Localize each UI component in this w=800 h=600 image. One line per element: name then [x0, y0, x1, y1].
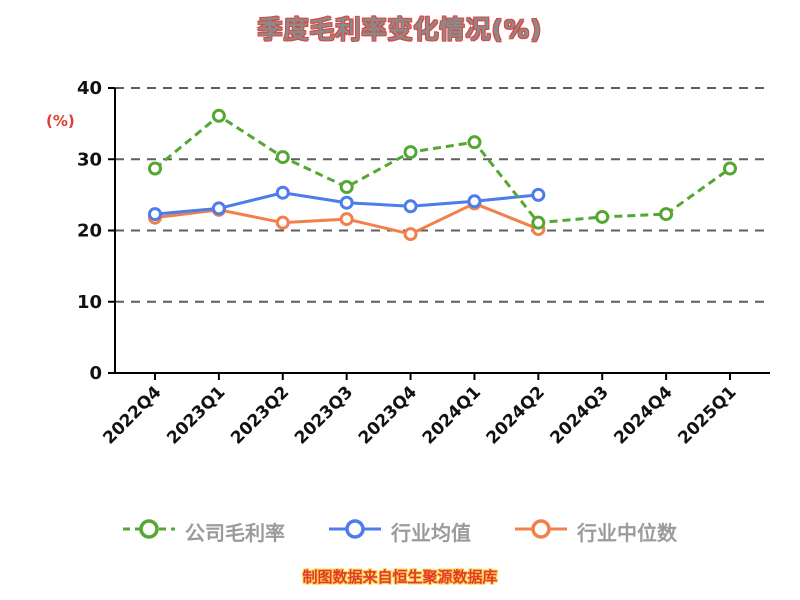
legend-item-industry-average: 行业均值: [329, 516, 471, 546]
svg-text:2025Q1: 2025Q1: [674, 382, 740, 448]
legend-item-industry-median: 行业中位数: [515, 516, 677, 546]
svg-text:2023Q3: 2023Q3: [291, 382, 357, 448]
svg-text:20: 20: [77, 221, 102, 242]
legend-marker-industry-median: [515, 516, 567, 546]
legend: 公司毛利率 行业均值 行业中位数: [0, 516, 800, 546]
svg-text:2024Q1: 2024Q1: [419, 382, 485, 448]
svg-text:2024Q4: 2024Q4: [610, 382, 676, 448]
legend-label-company: 公司毛利率: [185, 520, 285, 545]
svg-text:2023Q4: 2023Q4: [355, 382, 421, 448]
svg-text:2024Q3: 2024Q3: [547, 382, 613, 448]
svg-text:2023Q1: 2023Q1: [163, 382, 229, 448]
legend-label-industry-average: 行业均值: [391, 520, 471, 545]
legend-marker-industry-average: [329, 516, 381, 546]
svg-text:2023Q2: 2023Q2: [227, 382, 293, 448]
y-axis-unit-label: (%): [46, 112, 75, 130]
legend-item-company-margin: 公司毛利率: [123, 516, 285, 546]
svg-text:2024Q2: 2024Q2: [483, 382, 549, 448]
legend-label-industry-median: 行业中位数: [577, 520, 677, 545]
chart-title: 季度毛利率变化情况(%): [257, 15, 543, 44]
legend-marker-company: [123, 516, 175, 546]
svg-text:0: 0: [89, 363, 102, 384]
svg-text:40: 40: [77, 78, 102, 99]
svg-text:10: 10: [77, 292, 102, 313]
data-source-note: 制图数据来自恒生聚源数据库: [302, 568, 498, 586]
svg-text:30: 30: [77, 149, 102, 170]
svg-text:2022Q4: 2022Q4: [99, 382, 165, 448]
